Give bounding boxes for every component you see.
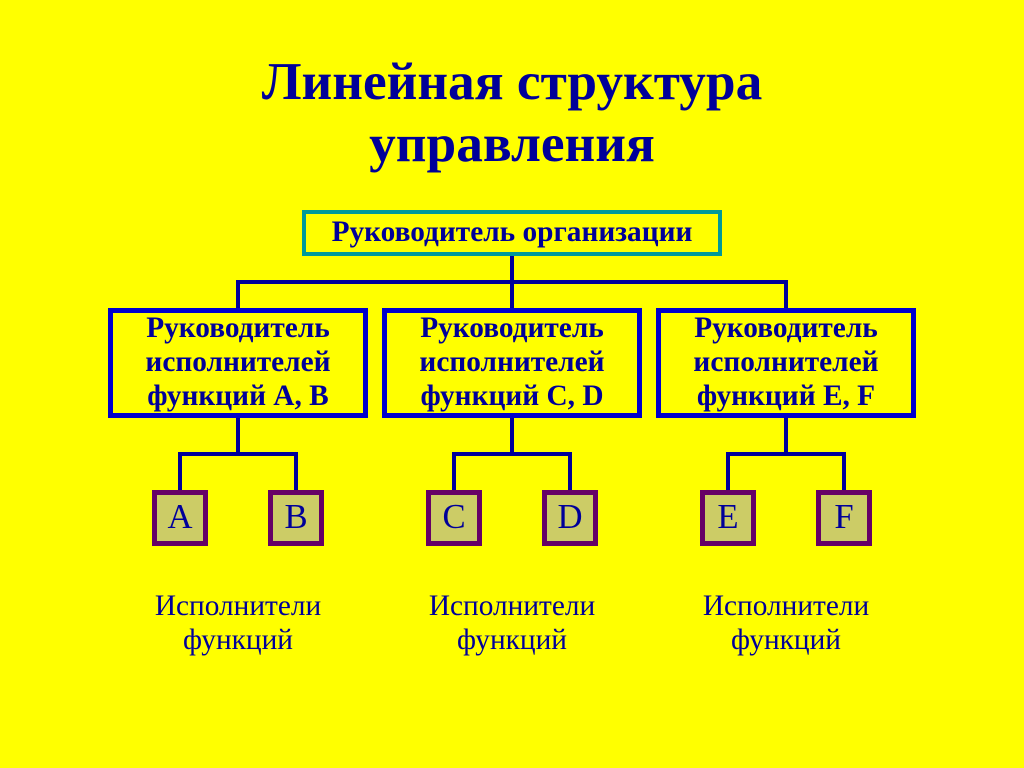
cap-2: Исполнителифункций [392, 590, 632, 657]
mid-ef-label: Руководительисполнителейфункций E, F [693, 312, 878, 413]
mid-ef: Руководительисполнителейфункций E, F [656, 308, 916, 418]
title-line2: управления [369, 113, 655, 173]
mid-ab: Руководительисполнителейфункций A, B [108, 308, 368, 418]
diagram-title: Линейная структура управления [0, 50, 1024, 174]
cap-3: Исполнителифункций [666, 590, 906, 657]
leaf-a: A [152, 490, 208, 546]
leaf-b: B [268, 490, 324, 546]
leaf-c: C [426, 490, 482, 546]
mid-cd-label: Руководительисполнителейфункций C, D [419, 312, 604, 413]
node-top: Руководитель организации [302, 210, 722, 256]
leaf-e: E [700, 490, 756, 546]
leaf-f: F [816, 490, 872, 546]
title-line1: Линейная структура [262, 51, 763, 111]
mid-ab-label: Руководительисполнителейфункций A, B [145, 312, 330, 413]
cap-1: Исполнителифункций [118, 590, 358, 657]
mid-cd: Руководительисполнителейфункций C, D [382, 308, 642, 418]
leaf-d: D [542, 490, 598, 546]
